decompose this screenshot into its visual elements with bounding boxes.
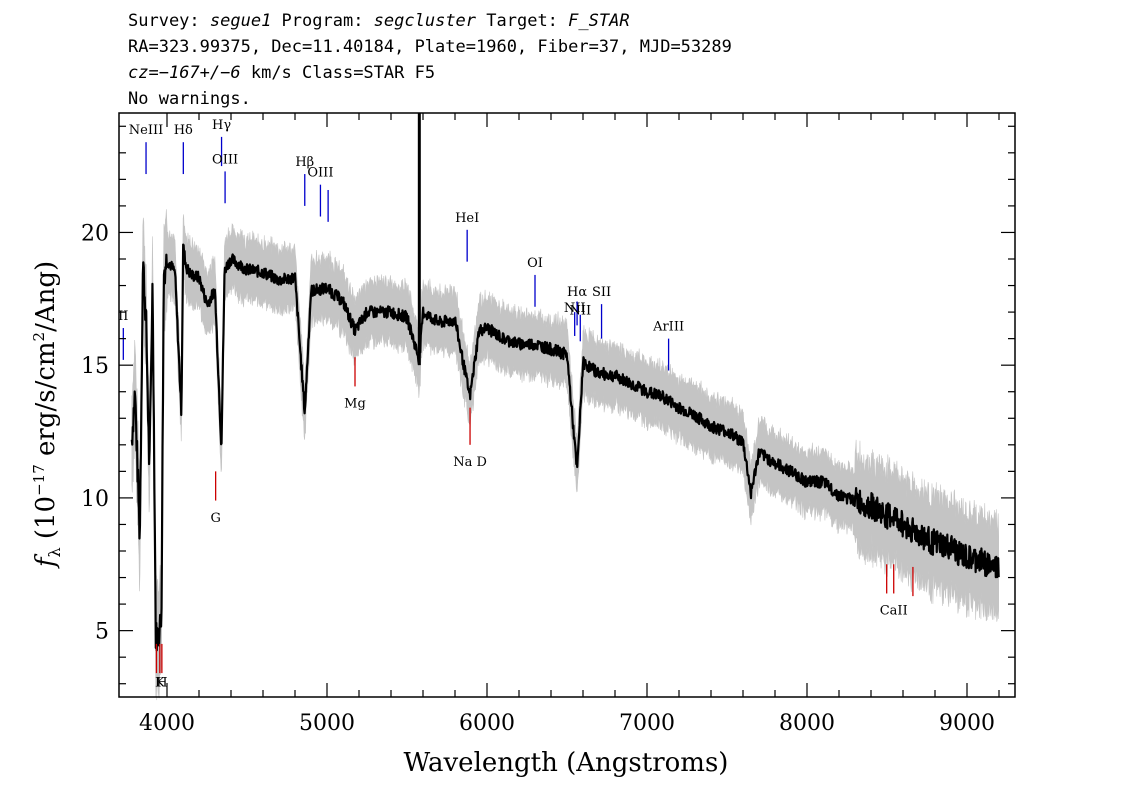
absorption-line-label: Na D	[453, 455, 487, 470]
flux-line	[130, 243, 1000, 652]
absorption-line-label: Mg	[344, 397, 366, 412]
emission-line-label: NII	[564, 301, 586, 316]
plot-frame	[118, 112, 1016, 698]
emission-line-label: NeIII	[129, 123, 163, 138]
emission-line-label: ArIII	[652, 320, 684, 335]
header-line-3: cz=−167+/−6 km/s Class=STAR F5	[128, 63, 436, 83]
plot-axes: 4000 5000 6000 7000 8000 9000 5 10 15 20	[81, 112, 1016, 736]
x-tick-label: 6000	[459, 711, 515, 736]
emission-line-label: HeI	[455, 211, 479, 226]
absorption-line-label: CaII	[880, 604, 908, 619]
y-tick-label: 20	[81, 221, 109, 246]
emission-line-label: Hβ	[295, 155, 314, 170]
emission-line-label: OI	[527, 256, 543, 271]
header-line-1: Survey: segue1 Program: segcluster Targe…	[128, 11, 630, 31]
emission-line-label: OIII	[212, 152, 238, 167]
x-axis-label: Wavelength (Angstroms)	[404, 748, 729, 778]
emission-line-label: Hα	[567, 285, 587, 300]
y-axis-label: fλ (10−17 erg/s/cm2/Ang)	[30, 261, 64, 569]
emission-line-label: II	[118, 309, 128, 324]
header-line-2: RA=323.99375, Dec=11.40184, Plate=1960, …	[128, 37, 732, 57]
header-line-4: No warnings.	[128, 89, 251, 109]
program-value: segcluster	[373, 11, 477, 31]
target-value: F_STAR	[568, 11, 630, 31]
survey-value: segue1	[209, 11, 272, 31]
error-band-area	[131, 209, 999, 701]
y-tick-label: 10	[81, 487, 109, 512]
emission-line-label: NII	[569, 304, 591, 319]
emission-line-label: SII	[592, 285, 611, 300]
cz-value: −167+/−6	[158, 63, 241, 83]
emission-line-label: Hδ	[174, 123, 193, 138]
y-tick-label: 5	[95, 620, 109, 645]
y-tick-label: 15	[81, 354, 109, 379]
absorption-line-label: K	[155, 675, 165, 690]
emission-line-label: Hγ	[212, 118, 231, 133]
emission-line-label: OIII	[307, 166, 333, 181]
absorption-line-label: G	[210, 511, 220, 526]
error-band	[131, 209, 999, 701]
x-tick-label: 9000	[939, 711, 995, 736]
absorption-line-label: H	[156, 675, 167, 690]
flux-series	[130, 113, 1000, 652]
x-tick-label: 7000	[619, 711, 675, 736]
x-tick-label: 8000	[779, 711, 835, 736]
x-tick-label: 5000	[299, 711, 355, 736]
x-tick-label: 4000	[139, 711, 195, 736]
